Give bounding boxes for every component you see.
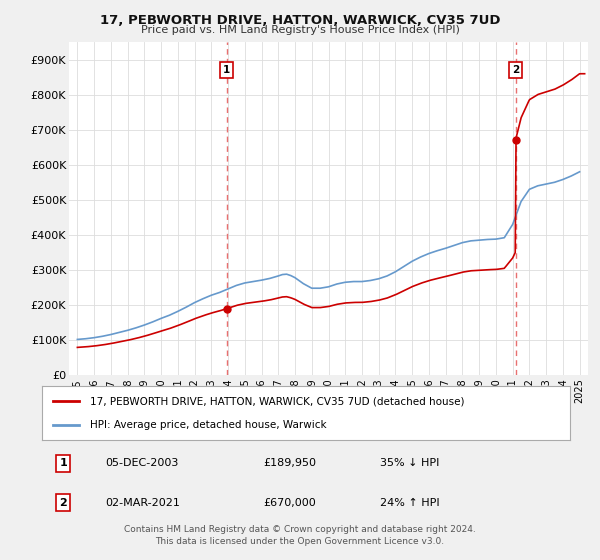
Text: 1: 1 <box>223 65 230 75</box>
Text: 1: 1 <box>59 459 67 468</box>
Text: HPI: Average price, detached house, Warwick: HPI: Average price, detached house, Warw… <box>89 419 326 430</box>
Text: 24% ↑ HPI: 24% ↑ HPI <box>380 498 440 507</box>
Text: 17, PEBWORTH DRIVE, HATTON, WARWICK, CV35 7UD (detached house): 17, PEBWORTH DRIVE, HATTON, WARWICK, CV3… <box>89 396 464 407</box>
Text: 02-MAR-2021: 02-MAR-2021 <box>106 498 180 507</box>
Text: 2: 2 <box>512 65 519 75</box>
Text: 17, PEBWORTH DRIVE, HATTON, WARWICK, CV35 7UD: 17, PEBWORTH DRIVE, HATTON, WARWICK, CV3… <box>100 14 500 27</box>
Text: 35% ↓ HPI: 35% ↓ HPI <box>380 459 439 468</box>
Text: Contains HM Land Registry data © Crown copyright and database right 2024.
This d: Contains HM Land Registry data © Crown c… <box>124 525 476 546</box>
Text: 2: 2 <box>59 498 67 507</box>
Text: £189,950: £189,950 <box>264 459 317 468</box>
Text: 05-DEC-2003: 05-DEC-2003 <box>106 459 179 468</box>
Text: Price paid vs. HM Land Registry's House Price Index (HPI): Price paid vs. HM Land Registry's House … <box>140 25 460 35</box>
Text: £670,000: £670,000 <box>264 498 317 507</box>
